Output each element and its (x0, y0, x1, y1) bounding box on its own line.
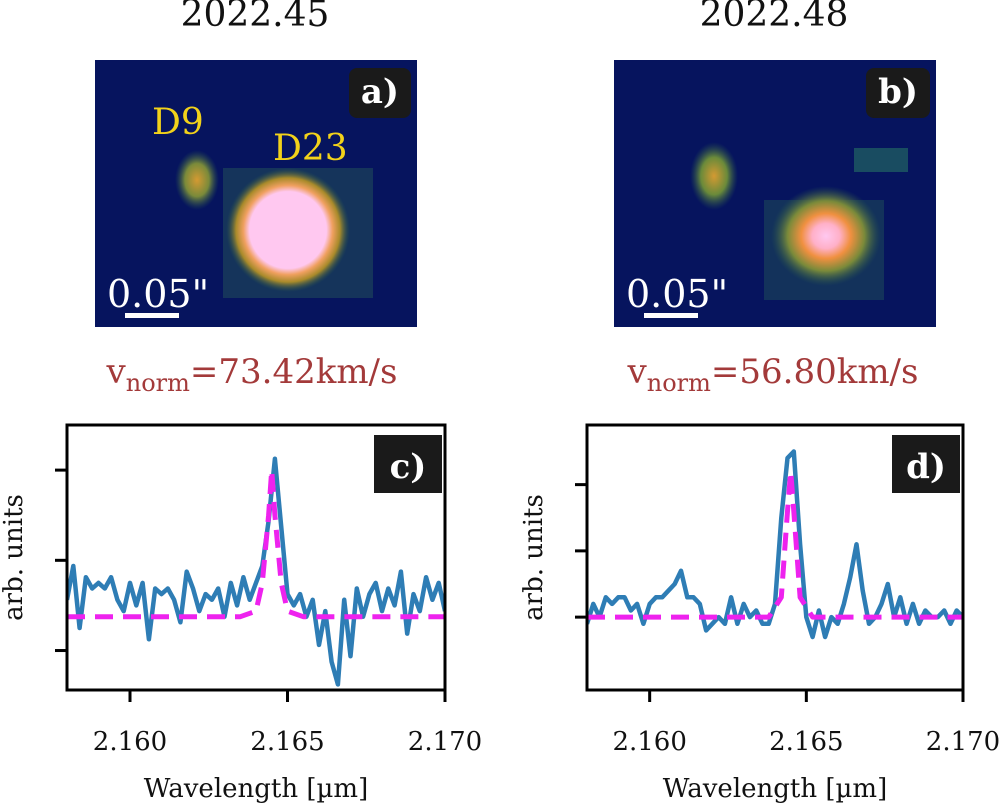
vnorm-subscript-left: norm (125, 369, 190, 397)
epoch-label-right: 2022.48 (699, 0, 849, 35)
vnorm-label-right: vnorm=56.80km/s (627, 352, 919, 397)
scale-bar-b (644, 313, 698, 318)
epoch-label-left: 2022.45 (180, 0, 330, 35)
x-tick-label: 2.165 (250, 727, 324, 757)
vnorm-subscript-right: norm (646, 369, 711, 397)
x-axis-label: Wavelength [µm] (144, 774, 368, 804)
plot-frame (65, 423, 447, 692)
y-axis-label: arb. units (519, 494, 549, 621)
vnorm-label-left: vnorm=73.42km/s (106, 352, 398, 397)
spectrum-badge: d) (906, 447, 946, 487)
spectrum-plot-d: 2.160 2.165 2.170 Wavelength [µm] arb. units… (519, 423, 1000, 804)
scale-label-b: 0.05" (626, 272, 729, 316)
image-b-pixels (690, 142, 908, 300)
series-group (587, 449, 963, 640)
star-label-d23: D23 (273, 128, 348, 169)
spectrum-plot-c: 2.160 2.165 2.170 Wavelength [µm] arb. units… (0, 423, 482, 804)
y-axis-label: arb. units (0, 494, 29, 621)
spectrum-badge: c) (390, 447, 427, 487)
image-panel-a: D9 D23 a) 0.05" (95, 60, 417, 327)
x-tick-label: 2.160 (612, 727, 686, 757)
model-fit-line (587, 468, 963, 620)
image-a-pixels (175, 150, 373, 298)
plot-frame (585, 423, 965, 692)
badge-a: a) (348, 68, 411, 118)
x-tick-label: 2.170 (926, 727, 1000, 757)
vnorm-value-left: =73.42km/s (189, 352, 398, 392)
x-tick-label: 2.160 (93, 727, 167, 757)
model-fit-line (67, 467, 445, 620)
x-tick-label: 2.170 (408, 727, 482, 757)
series-group (67, 456, 445, 687)
x-axis-label: Wavelength [µm] (663, 774, 887, 804)
star-label-d9: D9 (152, 102, 204, 143)
spectrum-badge-bg (892, 435, 960, 493)
badge-b: b) (866, 68, 930, 118)
vnorm-value-right: =56.80km/s (710, 352, 919, 392)
x-tick-label: 2.165 (769, 727, 843, 757)
spectrum-badge-bg (374, 435, 442, 493)
scale-label-a: 0.05" (107, 272, 210, 316)
image-panel-b: b) 0.05" (614, 60, 936, 327)
scale-bar-a (125, 313, 179, 318)
observed-spectrum-line (67, 456, 445, 687)
